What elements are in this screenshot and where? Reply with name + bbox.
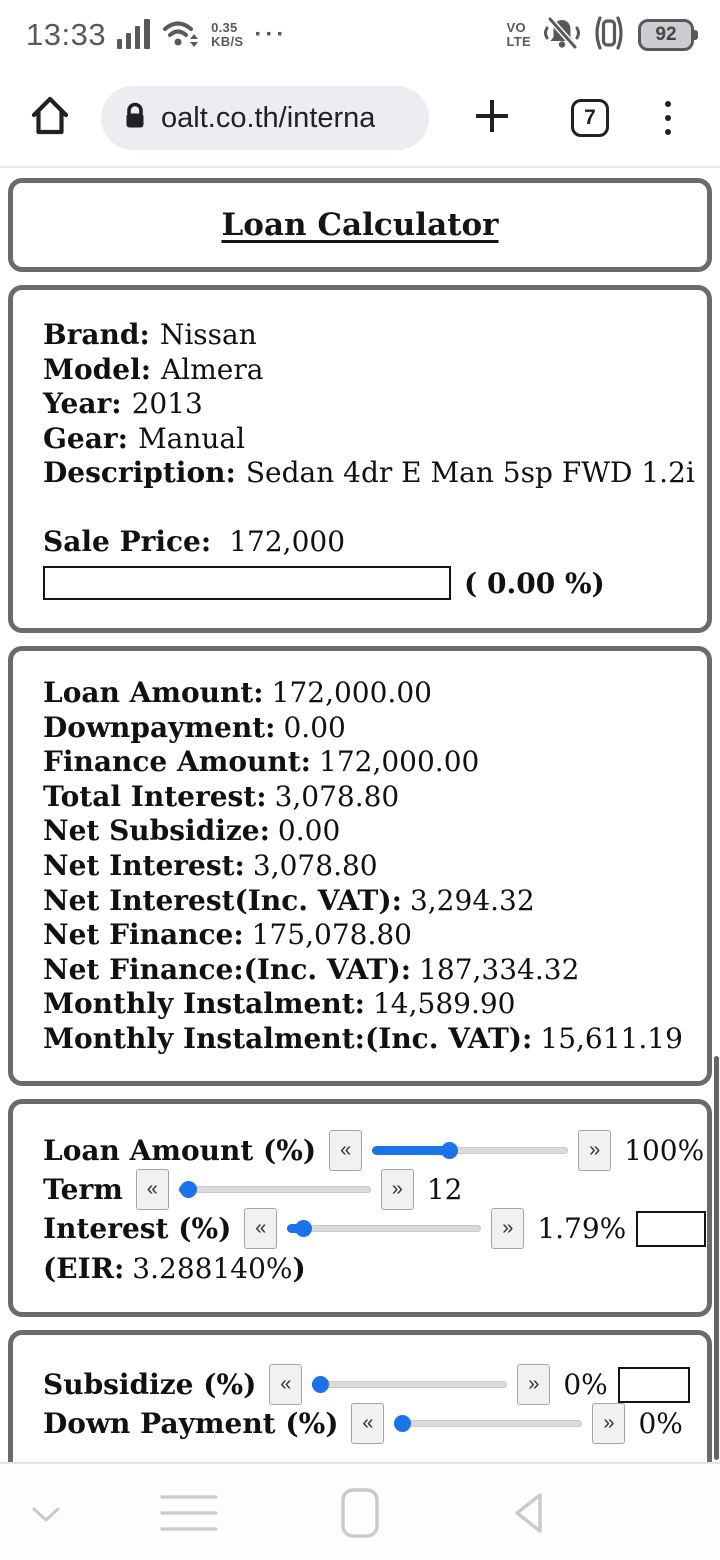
hide-navbar-chevron-icon[interactable] — [31, 1506, 61, 1527]
home-button[interactable] — [28, 93, 72, 144]
loan-amount-decrease-button[interactable]: « — [329, 1130, 363, 1171]
down-payment-decrease-button[interactable]: « — [351, 1403, 385, 1444]
slider-thumb[interactable] — [312, 1376, 330, 1393]
android-nav-bar — [0, 1462, 720, 1560]
wifi-icon — [162, 18, 200, 53]
down-payment-value: 0% — [638, 1407, 683, 1440]
slider-fill — [372, 1146, 449, 1155]
loan-amount-value: 100% — [624, 1134, 705, 1167]
eir-value: 3.288140% — [132, 1252, 293, 1285]
loan-summary-panel: Loan Amount: 172,000.00 Downpayment: 0.00 … — [8, 646, 712, 1086]
vehicle-row-year: Year: 2013 — [43, 387, 203, 420]
subsidize-label: Subsidize (%) — [43, 1368, 257, 1401]
status-more-indicator: ··· — [254, 21, 288, 48]
status-bar: 13:33 0.35 KB/S ··· VO — [0, 0, 720, 70]
slider-track — [287, 1225, 482, 1232]
clock: 13:33 — [26, 17, 107, 52]
down-payment-increase-button[interactable]: » — [592, 1403, 626, 1444]
slider-thumb[interactable] — [294, 1220, 312, 1237]
page-title: Loan Calculator — [221, 207, 499, 243]
subsidize-panel: Subsidize (%) « » 0% Down Payment (%) « … — [8, 1330, 712, 1462]
loan-controls-panel: Loan Amount (%) « » 100% Term « » 12 Int… — [8, 1099, 712, 1317]
eir-row: (EIR: 3.288140%) — [43, 1252, 306, 1285]
loan-amount-label: Loan Amount (%) — [43, 1134, 317, 1167]
phone-orientation-icon — [593, 15, 625, 56]
sale-price-input[interactable] — [43, 566, 451, 600]
page-scrollbar[interactable] — [714, 1056, 719, 1460]
browser-toolbar: oalt.co.th/interna 7 — [0, 70, 720, 168]
interest-row: Interest (%) « » 1.79% — [43, 1208, 707, 1249]
home-nav-icon[interactable] — [341, 1488, 379, 1542]
new-tab-button[interactable] — [473, 97, 511, 140]
loan-amount-slider[interactable] — [372, 1142, 569, 1159]
summary-row: Loan Amount: 172,000.00 — [43, 676, 432, 709]
subsidize-row: Subsidize (%) « » 0% — [43, 1364, 690, 1405]
battery-nub — [694, 30, 698, 40]
slider-track — [372, 1147, 569, 1154]
battery-percent: 92 — [655, 24, 677, 45]
summary-row: Monthly Instalment:(Inc. VAT): 15,611.19 — [43, 1021, 683, 1055]
tab-switcher-button[interactable]: 7 — [571, 99, 609, 137]
interest-increase-button[interactable]: » — [491, 1208, 525, 1249]
interest-input[interactable] — [636, 1210, 707, 1247]
sale-price-percent: ( 0.00 %) — [464, 566, 605, 600]
vehicle-row-gear: Gear: Manual — [43, 421, 246, 455]
network-speed: 0.35 KB/S — [211, 20, 244, 49]
summary-row: Net Interest: 3,078.80 — [43, 848, 378, 882]
subsidize-input[interactable] — [617, 1366, 690, 1403]
summary-row: Downpayment: 0.00 — [43, 710, 346, 744]
term-decrease-button[interactable]: « — [135, 1169, 169, 1210]
vehicle-row-model: Model: Almera — [43, 352, 264, 386]
slider-track — [312, 1381, 508, 1388]
summary-row: Net Subsidize: 0.00 — [43, 814, 341, 848]
summary-row: Net Finance:(Inc. VAT): 187,334.32 — [43, 952, 580, 986]
secure-lock-icon — [123, 101, 147, 136]
subsidize-increase-button[interactable]: » — [517, 1364, 551, 1405]
term-label: Term — [43, 1173, 123, 1206]
title-panel: Loan Calculator — [8, 178, 712, 272]
summary-row: Monthly Instalment: 14,589.90 — [43, 987, 516, 1021]
loan-amount-increase-button[interactable]: » — [578, 1130, 612, 1171]
slider-thumb[interactable] — [393, 1415, 411, 1432]
down-payment-row: Down Payment (%) « » 0% — [43, 1403, 683, 1444]
signal-strength-icon — [117, 17, 151, 54]
term-increase-button[interactable]: » — [380, 1169, 414, 1210]
address-bar[interactable]: oalt.co.th/interna — [101, 86, 429, 150]
subsidize-decrease-button[interactable]: « — [269, 1364, 303, 1405]
interest-value: 1.79% — [537, 1212, 627, 1245]
interest-label: Interest (%) — [43, 1212, 232, 1245]
tab-count: 7 — [584, 106, 596, 129]
slider-track — [178, 1186, 371, 1193]
recents-menu-icon[interactable] — [160, 1494, 218, 1536]
subsidize-value: 0% — [563, 1368, 608, 1401]
summary-row: Net Interest(Inc. VAT): 3,294.32 — [43, 883, 535, 917]
vehicle-row-brand: Brand: Nissan — [43, 318, 257, 351]
vehicle-row-description: Description: Sedan 4dr E Man 5sp FWD 1.2i — [43, 456, 695, 489]
summary-row: Net Finance: 175,078.80 — [43, 918, 412, 952]
slider-thumb[interactable] — [180, 1181, 198, 1198]
term-slider[interactable] — [178, 1181, 371, 1198]
subsidize-slider[interactable] — [312, 1376, 508, 1393]
summary-row: Finance Amount: 172,000.00 — [43, 745, 480, 779]
battery-icon: 92 — [638, 19, 698, 51]
down-payment-slider[interactable] — [393, 1415, 583, 1432]
loan-amount-row: Loan Amount (%) « » 100% — [43, 1130, 704, 1171]
back-nav-icon[interactable] — [508, 1490, 554, 1540]
sale-price-row: Sale Price: 172,000 — [43, 524, 346, 558]
summary-row: Total Interest: 3,078.80 — [43, 779, 400, 813]
term-row: Term « » 12 — [43, 1169, 677, 1210]
browser-menu-button[interactable] — [665, 101, 671, 135]
mute-bell-icon — [544, 15, 580, 56]
slider-thumb[interactable] — [440, 1142, 458, 1159]
vehicle-info-panel: Brand: Nissan Model: Almera Year: 2013 Gear… — [8, 285, 712, 633]
webpage-content: Loan Calculator Brand: Nissan Model: Almer… — [0, 170, 720, 1462]
interest-decrease-button[interactable]: « — [244, 1208, 278, 1249]
interest-slider[interactable] — [287, 1220, 482, 1237]
url-text: oalt.co.th/interna — [161, 101, 376, 134]
term-value: 12 — [426, 1173, 463, 1206]
down-payment-label: Down Payment (%) — [43, 1407, 339, 1440]
slider-track — [394, 1420, 583, 1427]
eir-label: (EIR: — [43, 1252, 125, 1285]
volte-indicator: VO LTE — [506, 20, 531, 49]
